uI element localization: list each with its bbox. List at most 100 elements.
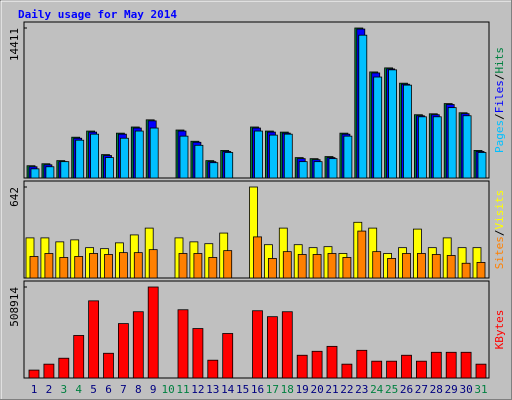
- bar: [223, 250, 233, 279]
- bar: [283, 133, 293, 179]
- bar: [103, 352, 114, 379]
- x-tick-label: 8: [135, 383, 142, 396]
- bar: [254, 130, 263, 179]
- bar: [356, 349, 368, 379]
- bar: [416, 253, 426, 279]
- x-tick-label: 10: [161, 383, 174, 396]
- bar: [298, 161, 308, 179]
- bar: [192, 328, 204, 379]
- bar: [73, 335, 85, 379]
- bar: [75, 139, 85, 179]
- bar: [177, 309, 189, 379]
- bar: [341, 363, 353, 379]
- bar: [105, 157, 114, 179]
- bar: [326, 345, 338, 379]
- bar: [45, 166, 55, 179]
- bar: [119, 252, 128, 279]
- bar: [209, 162, 219, 179]
- bar: [282, 251, 292, 279]
- x-tick-label: 31: [474, 383, 487, 396]
- legend: Sites/Visits: [493, 190, 506, 270]
- x-tick-label: 6: [105, 383, 112, 396]
- legend: KBytes: [493, 310, 506, 350]
- bar: [147, 286, 159, 379]
- bar: [58, 357, 70, 379]
- x-tick-label: 27: [415, 383, 428, 396]
- bar: [403, 84, 412, 179]
- bar: [44, 253, 54, 279]
- bar: [461, 262, 471, 279]
- bar: [415, 360, 427, 379]
- x-tick-label: 11: [176, 383, 189, 396]
- legend-entry: Files: [493, 80, 506, 113]
- bar: [371, 360, 383, 379]
- bar: [312, 254, 322, 279]
- legend: Pages/Files/Hits: [493, 47, 506, 153]
- bar: [252, 310, 263, 379]
- x-tick-label: 4: [75, 383, 82, 396]
- x-tick-label: 25: [385, 383, 398, 396]
- bar: [59, 257, 69, 279]
- bar: [267, 258, 277, 279]
- x-tick-label: 14: [221, 383, 235, 396]
- bar: [387, 258, 397, 279]
- bar: [179, 135, 189, 179]
- legend-entry: Pages: [493, 120, 506, 153]
- bar: [104, 254, 113, 279]
- chart-title: Daily usage for May 2014: [18, 8, 177, 21]
- bar: [253, 236, 262, 279]
- bar: [296, 354, 308, 379]
- legend-separator: /: [493, 113, 506, 120]
- bar: [30, 168, 40, 179]
- bar: [266, 316, 278, 379]
- bar: [74, 256, 84, 279]
- bar: [386, 360, 398, 379]
- bar: [475, 363, 487, 379]
- legend-separator: /: [493, 230, 506, 237]
- bar: [342, 257, 352, 279]
- bar: [372, 251, 382, 279]
- bar: [148, 249, 158, 279]
- bar: [358, 34, 368, 179]
- bar: [327, 253, 337, 279]
- x-tick-label: 22: [340, 383, 353, 396]
- bar: [149, 127, 159, 179]
- x-tick-label: 19: [296, 383, 309, 396]
- bar: [417, 116, 427, 179]
- legend-entry: Visits: [493, 190, 506, 230]
- x-tick-label: 23: [355, 383, 368, 396]
- bar: [373, 76, 383, 179]
- bar: [193, 253, 203, 279]
- bar: [477, 152, 487, 179]
- x-tick-label: 17: [266, 383, 279, 396]
- bar: [313, 161, 323, 179]
- x-tick-label: 29: [445, 383, 458, 396]
- bar: [60, 161, 70, 179]
- x-tick-label: 21: [325, 383, 338, 396]
- x-tick-label: 28: [430, 383, 443, 396]
- x-tick-label: 5: [90, 383, 97, 396]
- x-tick-label: 16: [251, 383, 264, 396]
- bar: [28, 369, 40, 379]
- bar: [430, 351, 442, 379]
- y-tick-label: 642: [8, 187, 21, 207]
- x-tick-label: 26: [400, 383, 413, 396]
- bar: [446, 255, 456, 279]
- bar: [178, 253, 188, 279]
- bar: [281, 311, 293, 379]
- x-tick-label: 18: [281, 383, 294, 396]
- bar: [462, 115, 472, 179]
- bar: [194, 144, 204, 179]
- x-tick-label: 9: [150, 383, 157, 396]
- x-tick-label: 13: [206, 383, 219, 396]
- y-tick-label: 14411: [8, 28, 21, 61]
- bar: [43, 363, 55, 379]
- bar: [460, 351, 472, 379]
- x-tick-label: 15: [236, 383, 249, 396]
- bar: [476, 262, 486, 279]
- bar: [343, 135, 353, 179]
- bar: [90, 133, 99, 179]
- x-tick-label: 20: [310, 383, 323, 396]
- bar: [29, 256, 39, 279]
